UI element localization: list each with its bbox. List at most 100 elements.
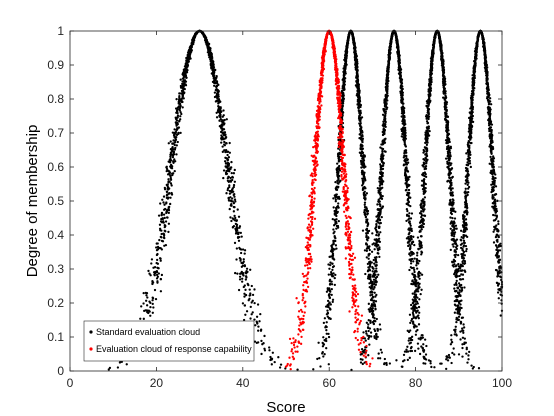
- data-point: [158, 238, 161, 242]
- data-point: [329, 263, 332, 267]
- data-point: [378, 200, 381, 203]
- data-point: [452, 207, 455, 210]
- data-point: [145, 304, 149, 307]
- data-point: [171, 131, 175, 134]
- data-point: [410, 241, 414, 244]
- data-point: [268, 346, 271, 349]
- data-point: [246, 282, 249, 286]
- data-point: [371, 280, 375, 284]
- data-point: [163, 229, 166, 232]
- data-point: [148, 310, 151, 313]
- data-point: [263, 334, 266, 338]
- data-point: [167, 142, 170, 145]
- data-point: [177, 126, 181, 129]
- data-point: [178, 119, 181, 123]
- data-point: [470, 364, 473, 367]
- data-point: [219, 117, 222, 121]
- data-point: [335, 247, 338, 250]
- data-point: [375, 264, 378, 267]
- data-point: [383, 116, 386, 119]
- data-point: [179, 111, 182, 114]
- data-point: [421, 336, 425, 339]
- data-point: [404, 174, 407, 177]
- data-point: [370, 290, 373, 293]
- data-point: [381, 174, 384, 177]
- data-point: [368, 262, 372, 265]
- data-point: [341, 85, 344, 88]
- data-point: [226, 153, 229, 157]
- data-point: [416, 236, 420, 239]
- data-point: [359, 147, 362, 150]
- data-point: [408, 221, 411, 224]
- data-point: [255, 341, 258, 345]
- data-point: [163, 188, 167, 191]
- data-point: [365, 235, 368, 239]
- data-point: [366, 262, 370, 266]
- data-point: [359, 154, 363, 157]
- data-point: [383, 128, 386, 132]
- data-point: [379, 231, 382, 234]
- data-point: [217, 95, 220, 98]
- data-point: [374, 260, 377, 263]
- data-point: [185, 70, 189, 74]
- data-point: [182, 97, 185, 100]
- data-point: [369, 287, 373, 290]
- data-point: [329, 308, 332, 311]
- data-point: [360, 116, 364, 119]
- data-point: [346, 46, 349, 49]
- data-point: [228, 207, 231, 211]
- data-point: [461, 346, 464, 350]
- data-point: [420, 250, 423, 253]
- data-point: [277, 356, 280, 359]
- data-point: [358, 151, 362, 154]
- data-point: [255, 320, 258, 323]
- data-point: [156, 245, 160, 249]
- data-point: [187, 53, 191, 56]
- data-point: [222, 119, 226, 122]
- data-point: [335, 227, 338, 230]
- data-point: [449, 216, 452, 219]
- data-point: [250, 301, 253, 304]
- data-point: [379, 197, 382, 200]
- data-point: [411, 257, 414, 261]
- data-point: [345, 50, 348, 53]
- data-point: [219, 100, 222, 103]
- data-point: [232, 183, 236, 187]
- data-point: [342, 67, 345, 70]
- data-point: [373, 328, 376, 331]
- data-point: [419, 293, 422, 296]
- data-point: [378, 186, 382, 190]
- data-point: [368, 268, 371, 271]
- data-point: [157, 214, 161, 217]
- data-point: [387, 60, 390, 64]
- data-point: [331, 274, 334, 277]
- data-point: [236, 272, 239, 275]
- data-point: [370, 250, 374, 253]
- data-point: [363, 337, 366, 340]
- data-point: [331, 247, 335, 251]
- data-point: [169, 182, 173, 185]
- data-point: [381, 161, 385, 164]
- data-point: [373, 238, 376, 241]
- data-point: [338, 164, 341, 168]
- data-point: [172, 161, 175, 164]
- data-point: [238, 278, 242, 281]
- data-point: [221, 150, 224, 153]
- data-point: [186, 65, 189, 68]
- data-point: [333, 218, 337, 221]
- data-point: [230, 171, 233, 175]
- data-point: [337, 138, 340, 142]
- data-point: [243, 252, 246, 255]
- data-point: [151, 296, 154, 299]
- data-point: [369, 331, 373, 334]
- data-point: [344, 67, 347, 70]
- data-point: [224, 142, 228, 145]
- data-point: [215, 116, 219, 119]
- data-point: [317, 341, 320, 344]
- data-point: [404, 154, 408, 158]
- data-point: [328, 287, 331, 290]
- data-point: [395, 359, 398, 362]
- data-point: [214, 78, 217, 82]
- data-point: [361, 362, 364, 366]
- data-point: [404, 172, 407, 175]
